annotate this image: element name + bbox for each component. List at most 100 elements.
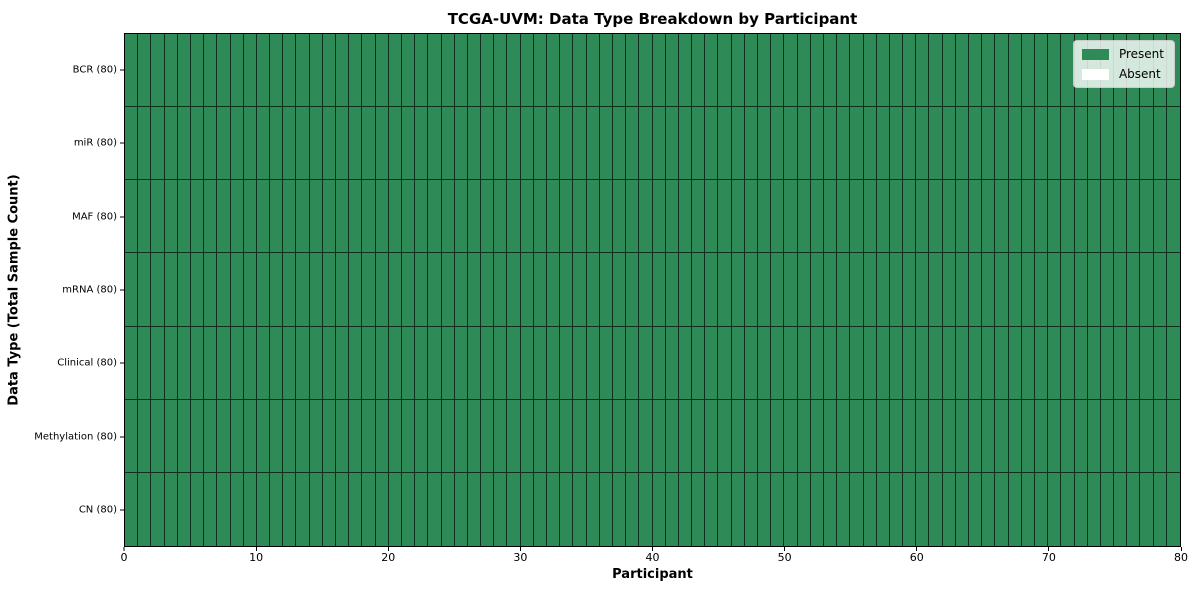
heatmap-cell bbox=[309, 253, 323, 327]
heatmap-cell bbox=[322, 34, 336, 108]
heatmap-cell bbox=[441, 472, 455, 546]
heatmap-cell bbox=[639, 180, 653, 254]
heatmap-cell bbox=[547, 472, 561, 546]
heatmap-cell bbox=[507, 326, 521, 400]
heatmap-cell bbox=[190, 107, 205, 181]
heatmap-cell bbox=[916, 34, 930, 108]
heatmap-cell bbox=[797, 253, 811, 327]
heatmap-cell bbox=[955, 399, 969, 473]
heatmap-cell bbox=[916, 326, 930, 400]
x-tick-label: 10 bbox=[249, 551, 264, 564]
heatmap-cell bbox=[375, 107, 389, 181]
x-tick-mark bbox=[123, 547, 125, 551]
heatmap-cell bbox=[995, 253, 1009, 327]
heatmap-cell bbox=[296, 326, 310, 400]
heatmap-cell bbox=[718, 34, 732, 108]
heatmap-cell bbox=[929, 180, 943, 254]
y-tick-label: Methylation (80) bbox=[34, 431, 117, 443]
heatmap-cell bbox=[784, 180, 798, 254]
heatmap-cell bbox=[1114, 253, 1128, 327]
heatmap-cell bbox=[810, 34, 824, 108]
heatmap-cell bbox=[837, 472, 851, 546]
heatmap-cell bbox=[151, 107, 165, 181]
heatmap-cell bbox=[190, 34, 205, 108]
heatmap-cell bbox=[507, 399, 521, 473]
heatmap-cell bbox=[1061, 326, 1075, 400]
heatmap-cell bbox=[876, 472, 890, 546]
heatmap-cell bbox=[810, 107, 824, 181]
heatmap-cell bbox=[692, 107, 706, 181]
heatmap-cell bbox=[586, 253, 600, 327]
heatmap-cell bbox=[678, 472, 693, 546]
heatmap-cell bbox=[177, 326, 191, 400]
heatmap-cell bbox=[296, 180, 310, 254]
heatmap-cell bbox=[560, 472, 574, 546]
heatmap-cell bbox=[863, 107, 877, 181]
heatmap-cell bbox=[283, 472, 297, 546]
heatmap-cell bbox=[349, 326, 363, 400]
heatmap-cell bbox=[626, 107, 640, 181]
heatmap-cell bbox=[705, 472, 719, 546]
heatmap-cell bbox=[731, 107, 745, 181]
heatmap-cell bbox=[1140, 253, 1154, 327]
heatmap-cell bbox=[547, 253, 561, 327]
heatmap-cell bbox=[626, 253, 640, 327]
heatmap-cell bbox=[230, 180, 244, 254]
x-tick: 40 bbox=[646, 547, 660, 564]
heatmap-cell bbox=[744, 326, 758, 400]
heatmap-cell bbox=[454, 253, 468, 327]
heatmap-cell bbox=[217, 180, 231, 254]
heatmap-cell bbox=[797, 326, 811, 400]
heatmap-cell bbox=[547, 399, 561, 473]
heatmap-cell bbox=[863, 472, 877, 546]
heatmap-cell bbox=[494, 472, 508, 546]
heatmap-cell bbox=[520, 180, 534, 254]
legend-swatch-absent bbox=[1081, 68, 1109, 80]
heatmap-cell bbox=[1034, 472, 1049, 546]
heatmap-cell bbox=[969, 253, 983, 327]
heatmap-cell bbox=[639, 34, 653, 108]
x-axis-ticks: 0 10 20 30 40 50 60 70 80 bbox=[121, 547, 1188, 567]
heatmap-cell bbox=[467, 399, 482, 473]
y-tick-label: CN (80) bbox=[78, 504, 117, 516]
heatmap-cell bbox=[177, 399, 191, 473]
heatmap-cell bbox=[349, 107, 363, 181]
heatmap-cell bbox=[415, 253, 429, 327]
heatmap-cell bbox=[876, 326, 890, 400]
heatmap-cell bbox=[164, 472, 178, 546]
heatmap-cell bbox=[415, 107, 429, 181]
heatmap-cell bbox=[916, 180, 930, 254]
heatmap-cell bbox=[560, 399, 574, 473]
heatmap-cell bbox=[850, 34, 864, 108]
heatmap-cell bbox=[612, 326, 627, 400]
heatmap-cell bbox=[1074, 399, 1088, 473]
heatmap-cell bbox=[863, 34, 877, 108]
heatmap-cell bbox=[955, 253, 969, 327]
heatmap-cell bbox=[428, 253, 442, 327]
heatmap-cell bbox=[190, 399, 205, 473]
heatmap-cell bbox=[481, 253, 495, 327]
heatmap-cell bbox=[441, 253, 455, 327]
heatmap-cell bbox=[665, 399, 679, 473]
heatmap-cell bbox=[349, 253, 363, 327]
heatmap-cell bbox=[1008, 180, 1022, 254]
heatmap-cell bbox=[1100, 472, 1115, 546]
heatmap-cell bbox=[626, 326, 640, 400]
heatmap-cell bbox=[1008, 472, 1022, 546]
heatmap-cell bbox=[388, 253, 402, 327]
y-tick-label: BCR (80) bbox=[72, 64, 117, 76]
heatmap-cell bbox=[705, 180, 719, 254]
heatmap-cell bbox=[982, 326, 996, 400]
heatmap-cell bbox=[243, 34, 257, 108]
y-tick: Methylation (80) bbox=[34, 431, 124, 442]
heatmap-cell bbox=[731, 399, 745, 473]
heatmap-cell bbox=[1153, 399, 1167, 473]
heatmap-cell bbox=[678, 180, 693, 254]
heatmap-cell bbox=[336, 326, 350, 400]
heatmap-cell bbox=[507, 253, 521, 327]
heatmap-cell bbox=[850, 180, 864, 254]
heatmap-cell bbox=[797, 472, 811, 546]
heatmap-cell bbox=[863, 180, 877, 254]
heatmap-cell bbox=[125, 34, 139, 108]
heatmap-cell bbox=[718, 107, 732, 181]
